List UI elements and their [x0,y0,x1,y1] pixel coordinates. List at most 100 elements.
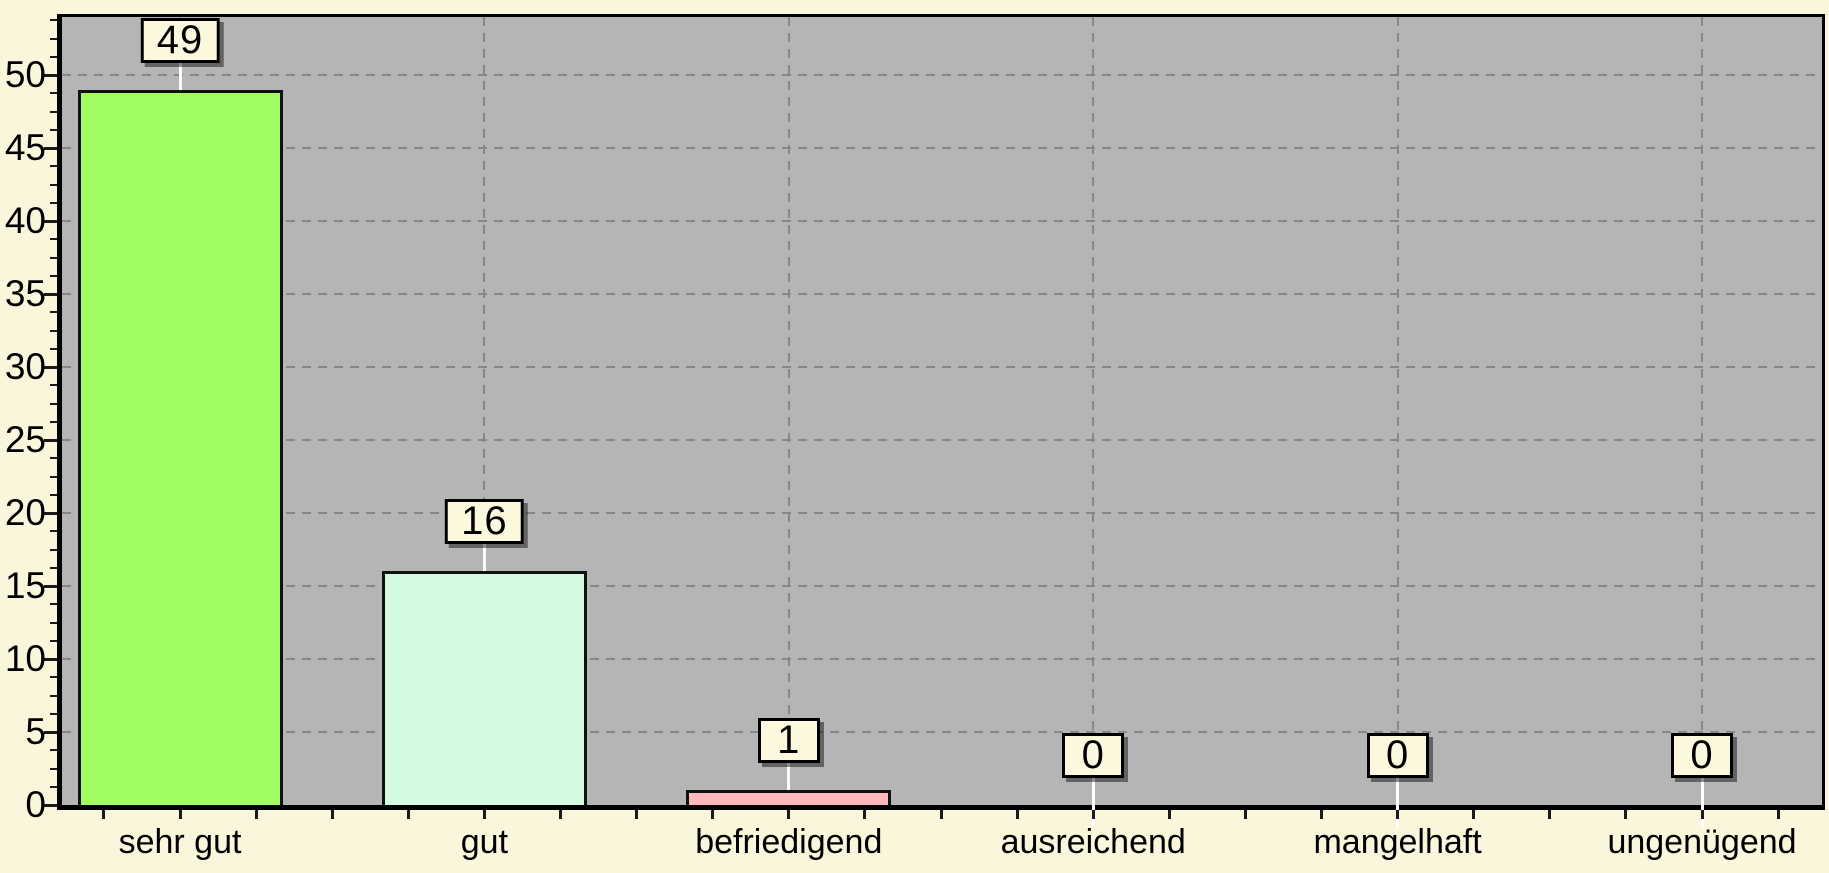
y-axis-minor-tick [50,676,57,679]
x-axis-category-label: gut [460,823,509,861]
gridline-horizontal [62,585,1822,587]
x-axis-category-label: befriedigend [695,823,883,861]
gridline-horizontal [62,147,1822,149]
y-axis-major-tick [44,731,57,734]
gridline-horizontal [62,439,1822,441]
x-axis-tick [1472,810,1476,819]
gridline-vertical [787,17,790,805]
value-connector-line [1396,778,1400,827]
x-axis-tick [1624,810,1628,819]
gridline-vertical [1701,17,1703,805]
bar [77,89,283,805]
y-axis-minor-tick [50,566,57,569]
y-axis-minor-tick [50,347,57,350]
y-axis-major-tick [44,293,57,296]
value-connector-line [787,763,791,791]
value-connector-line [178,62,182,90]
value-connector-line [1091,778,1095,827]
gridline-horizontal [62,220,1822,222]
y-axis-minor-tick [50,183,57,186]
gridline-horizontal [62,658,1822,660]
y-axis-tick-label: 5 [25,711,46,752]
y-axis-major-tick [44,147,57,150]
value-connector-line [482,544,486,572]
y-axis-minor-tick [50,457,57,460]
x-axis-tick [1548,810,1552,819]
x-axis-tick [330,810,334,819]
value-label-box: 16 [445,499,524,545]
y-axis-major-tick [44,220,57,223]
y-axis-minor-tick [50,621,57,624]
y-axis-tick-label: 45 [4,127,46,168]
y-axis-minor-tick [50,311,57,314]
x-axis-tick [1776,810,1780,819]
y-axis-minor-tick [50,603,57,606]
y-axis-minor-tick [50,420,57,423]
x-axis-tick [559,810,562,819]
plot-area [57,14,1825,810]
y-axis-tick-label: 0 [25,784,46,825]
y-axis-minor-tick [50,274,57,277]
y-axis-tick-label: 40 [4,200,46,241]
y-axis-major-tick [44,512,57,515]
x-axis-tick [863,810,867,819]
x-axis-category-label: ungenügend [1607,823,1797,861]
y-axis-major-tick [44,74,57,77]
y-axis-minor-tick [50,749,57,752]
x-axis-tick [1091,810,1095,819]
value-label-box: 0 [1671,733,1733,778]
gridline-horizontal [62,366,1822,368]
value-label-box: 0 [1366,733,1429,778]
y-axis-minor-tick [50,256,57,259]
x-axis-tick [635,810,639,819]
gridline-vertical [1396,17,1399,805]
x-axis-tick [178,810,182,819]
x-axis-tick [711,810,715,819]
y-axis-minor-tick [50,201,57,204]
x-axis-tick [102,810,106,819]
x-axis-tick [939,810,943,819]
x-axis-tick [1320,810,1323,819]
y-axis-minor-tick [50,530,57,533]
gridline-horizontal [62,731,1822,733]
y-axis-major-tick [44,366,57,369]
value-label-box: 1 [757,718,820,764]
y-axis-minor-tick [50,767,57,770]
y-axis-major-tick [44,658,57,661]
y-axis-minor-tick [50,493,57,496]
x-axis-tick [1700,810,1704,819]
gridline-horizontal [62,293,1822,295]
bar [686,790,892,805]
y-axis-minor-tick [50,238,57,241]
value-connector-line [1700,778,1704,827]
y-axis-minor-tick [50,475,57,478]
y-axis-tick-label: 50 [4,54,46,95]
x-axis-tick [482,810,486,819]
x-axis-tick [254,810,258,819]
y-axis-minor-tick [50,110,57,113]
y-axis-minor-tick [50,19,57,22]
y-axis-minor-tick [50,128,57,131]
y-axis-minor-tick [50,785,57,788]
x-axis-tick [1243,810,1247,819]
y-axis-minor-tick [50,55,57,58]
x-axis-tick [1167,810,1171,819]
y-axis-minor-tick [50,639,57,642]
gridline-vertical [483,17,486,805]
y-axis-minor-tick [50,402,57,405]
x-axis-category-label: ausreichend [1000,823,1186,861]
y-axis-tick-label: 30 [4,346,46,387]
y-axis-minor-tick [50,694,57,697]
x-axis-tick [1396,810,1400,819]
y-axis-minor-tick [50,37,57,40]
y-axis-minor-tick [50,712,57,715]
y-axis-major-tick [44,439,57,442]
x-axis-category-label: mangelhaft [1313,823,1482,861]
y-axis-tick-label: 10 [4,638,46,679]
bar [381,571,587,805]
value-label-box: 0 [1062,733,1125,778]
y-axis-minor-tick [50,165,57,168]
y-axis-minor-tick [50,384,57,387]
y-axis-tick-label: 15 [4,565,46,606]
